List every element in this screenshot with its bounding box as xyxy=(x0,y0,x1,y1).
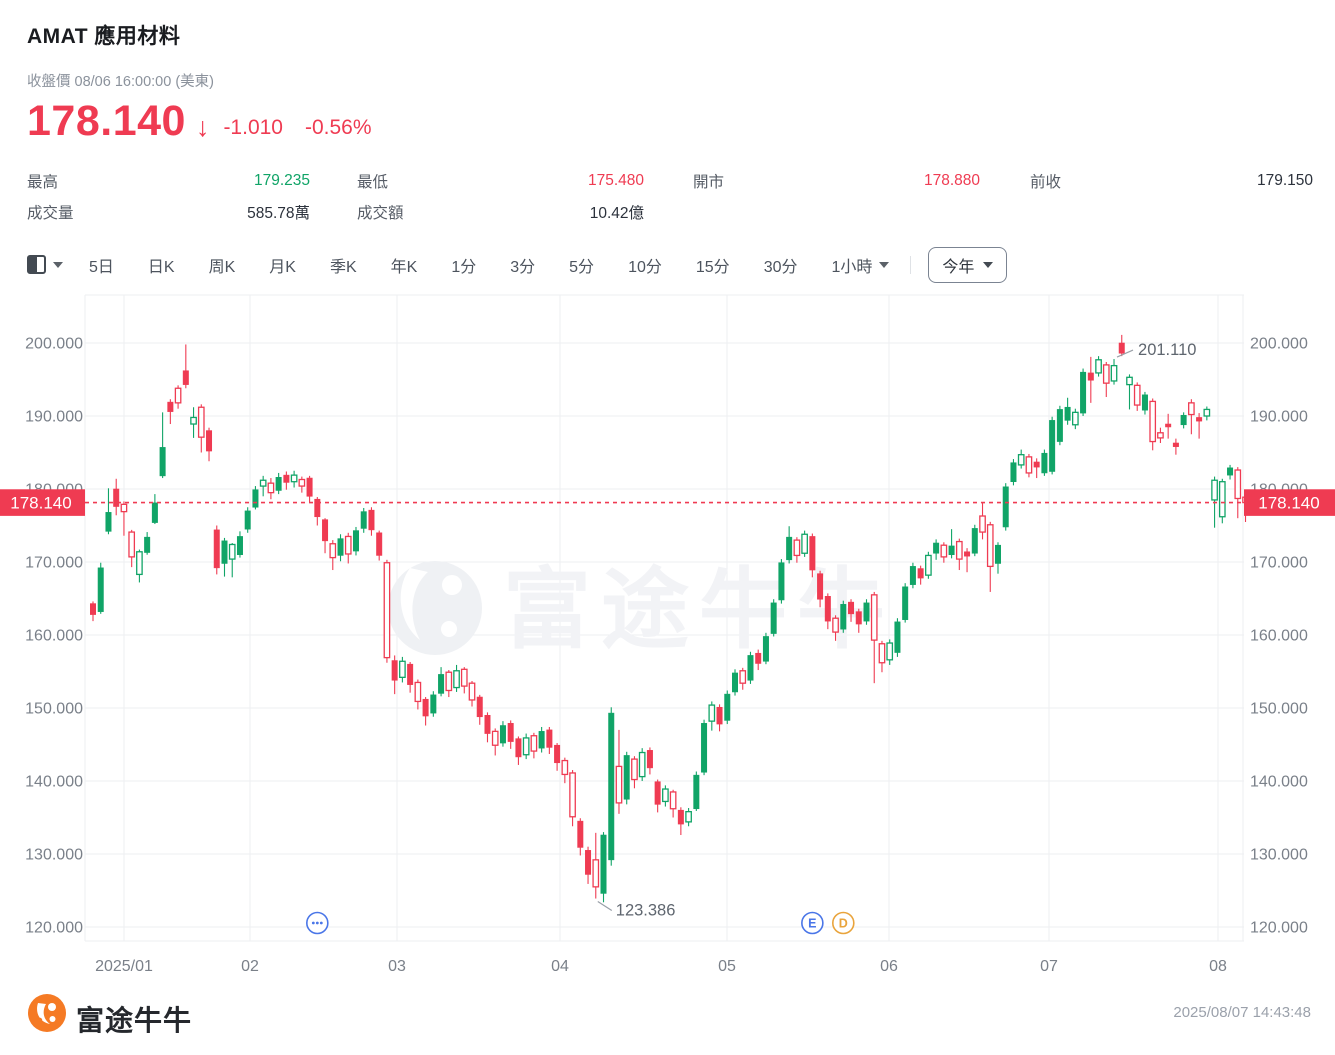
x-axis-label: 05 xyxy=(718,958,736,975)
more-events-marker[interactable] xyxy=(306,911,329,935)
footer-timestamp: 2025/08/07 14:43:48 xyxy=(1173,1004,1311,1021)
chevron-down-icon xyxy=(879,261,890,268)
stat-value: 178.880 xyxy=(923,172,980,189)
last-price: 178.140 xyxy=(27,97,186,145)
x-axis-label: 02 xyxy=(241,958,259,975)
candlestick-chart[interactable]: 富途牛牛200.000200.000190.000190.000180.0001… xyxy=(0,288,1335,980)
chart-style-selector[interactable] xyxy=(27,255,63,274)
stat-最低: 最低 175.480 xyxy=(357,170,644,192)
candle-style-icon xyxy=(27,255,46,274)
period-tabs: 5日 日K 周K 月K 季K 年K 1分 3分 5分 10分 15分 30分 xyxy=(89,253,798,277)
svg-text:D: D xyxy=(839,917,848,931)
tab-周K[interactable]: 周K xyxy=(208,258,236,276)
annotation-high: 201.110 xyxy=(1116,341,1196,359)
chart-toolbar: 5日 日K 周K 月K 季K 年K 1分 3分 5分 10分 15分 30分 1小時 今年 xyxy=(27,246,1008,283)
tab-5分[interactable]: 5分 xyxy=(569,258,595,276)
x-axis-label: 03 xyxy=(388,958,406,975)
stat-label: 成交量 xyxy=(27,205,74,222)
y-axis-label: 170.000 xyxy=(1250,555,1308,572)
stat-label: 成交額 xyxy=(357,205,404,222)
y-axis-label: 140.000 xyxy=(25,774,83,791)
svg-text:富途牛牛: 富途牛牛 xyxy=(503,560,895,659)
stat-value: 175.480 xyxy=(587,172,644,189)
tab-月K[interactable]: 月K xyxy=(269,258,296,276)
stat-value: 585.78萬 xyxy=(247,205,310,222)
svg-text:123.386: 123.386 xyxy=(616,902,676,920)
price-tag: 178.140 xyxy=(0,489,85,516)
tab-3分[interactable]: 3分 xyxy=(510,258,536,276)
range-select-button[interactable]: 今年 xyxy=(928,246,1008,283)
tab-30分[interactable]: 30分 xyxy=(763,258,798,276)
price-down-arrow-icon: ↓ xyxy=(195,112,210,142)
y-axis-label: 200.000 xyxy=(1250,336,1308,353)
chevron-down-icon xyxy=(983,261,994,268)
svg-text:201.110: 201.110 xyxy=(1138,341,1196,359)
tab-1hour[interactable]: 1小時 xyxy=(832,253,890,277)
x-axis-label: 07 xyxy=(1040,958,1058,975)
svg-text:E: E xyxy=(808,917,816,931)
annotation-low: 123.386 xyxy=(597,901,676,920)
dividend-event-marker[interactable]: D xyxy=(831,911,855,935)
x-axis-label: 2025/01 xyxy=(95,958,153,975)
stat-label: 最高 xyxy=(27,174,59,191)
footer-brand-text: 富途牛牛 xyxy=(76,1005,193,1036)
svg-text:178.140: 178.140 xyxy=(1258,493,1319,512)
toolbar-divider xyxy=(910,255,912,274)
price-status-line: 收盤價 08/06 16:00:00 (美東) xyxy=(27,74,214,90)
stat-label: 開市 xyxy=(693,174,725,191)
stat-成交量: 成交量 585.78萬 xyxy=(27,201,310,223)
x-axis-label: 08 xyxy=(1209,958,1227,975)
stat-前收: 前收 179.150 xyxy=(1030,170,1313,192)
chevron-down-icon xyxy=(53,261,63,268)
x-axis-label: 06 xyxy=(880,958,898,975)
y-axis-label: 190.000 xyxy=(1250,409,1308,426)
price-change: -1.010 xyxy=(223,116,283,139)
stat-label: 前收 xyxy=(1030,174,1062,191)
y-axis-label: 130.000 xyxy=(1250,847,1308,864)
stat-最高: 最高 179.235 xyxy=(27,170,310,192)
tab-10分[interactable]: 10分 xyxy=(628,258,662,276)
earnings-event-marker[interactable]: E xyxy=(801,911,824,935)
stat-label: 最低 xyxy=(357,174,389,191)
y-axis-label: 120.000 xyxy=(1250,920,1308,937)
stat-成交額: 成交額 10.42億 xyxy=(357,201,644,223)
quote-stats-grid: 最高 179.235 最低 175.480 開市 178.880 前收 179.150 成交量 5… xyxy=(0,170,1335,232)
stat-開市: 開市 178.880 xyxy=(693,170,980,192)
tab-1分[interactable]: 1分 xyxy=(451,258,477,276)
tab-5日[interactable]: 5日 xyxy=(89,258,114,276)
chart-area: 富途牛牛200.000200.000190.000190.000180.0001… xyxy=(0,288,1335,980)
tab-日K[interactable]: 日K xyxy=(147,258,175,276)
tab-季K[interactable]: 季K xyxy=(329,258,357,276)
candles xyxy=(90,334,1249,903)
svg-text:178.140: 178.140 xyxy=(10,493,71,512)
stat-value: 10.42億 xyxy=(589,205,644,222)
futu-logo-icon xyxy=(28,994,66,1032)
stock-title: AMAT 應用材料 xyxy=(27,25,181,48)
range-select-label: 今年 xyxy=(942,258,975,276)
stat-value: 179.150 xyxy=(1256,172,1313,189)
price-change-percent: -0.56% xyxy=(304,116,372,139)
y-axis-label: 160.000 xyxy=(25,628,83,645)
y-axis-label: 130.000 xyxy=(25,847,83,864)
x-axis-label: 04 xyxy=(551,958,569,975)
y-axis-label: 170.000 xyxy=(25,555,83,572)
y-axis-label: 150.000 xyxy=(1250,701,1308,718)
stat-value: 179.235 xyxy=(253,172,310,189)
y-axis-label: 200.000 xyxy=(25,336,83,353)
y-axis-label: 190.000 xyxy=(25,409,83,426)
tab-1hour-label: 1小時 xyxy=(831,258,873,276)
y-axis-label: 160.000 xyxy=(1250,628,1308,645)
price-tag: 178.140 xyxy=(1244,489,1335,516)
tab-年K[interactable]: 年K xyxy=(390,258,418,276)
y-axis-label: 150.000 xyxy=(25,701,83,718)
tab-15分[interactable]: 15分 xyxy=(695,258,730,276)
price-block: 178.140 ↓ -1.010 -0.56% xyxy=(27,100,372,143)
y-axis-label: 120.000 xyxy=(25,920,83,937)
y-axis-label: 140.000 xyxy=(1250,774,1308,791)
